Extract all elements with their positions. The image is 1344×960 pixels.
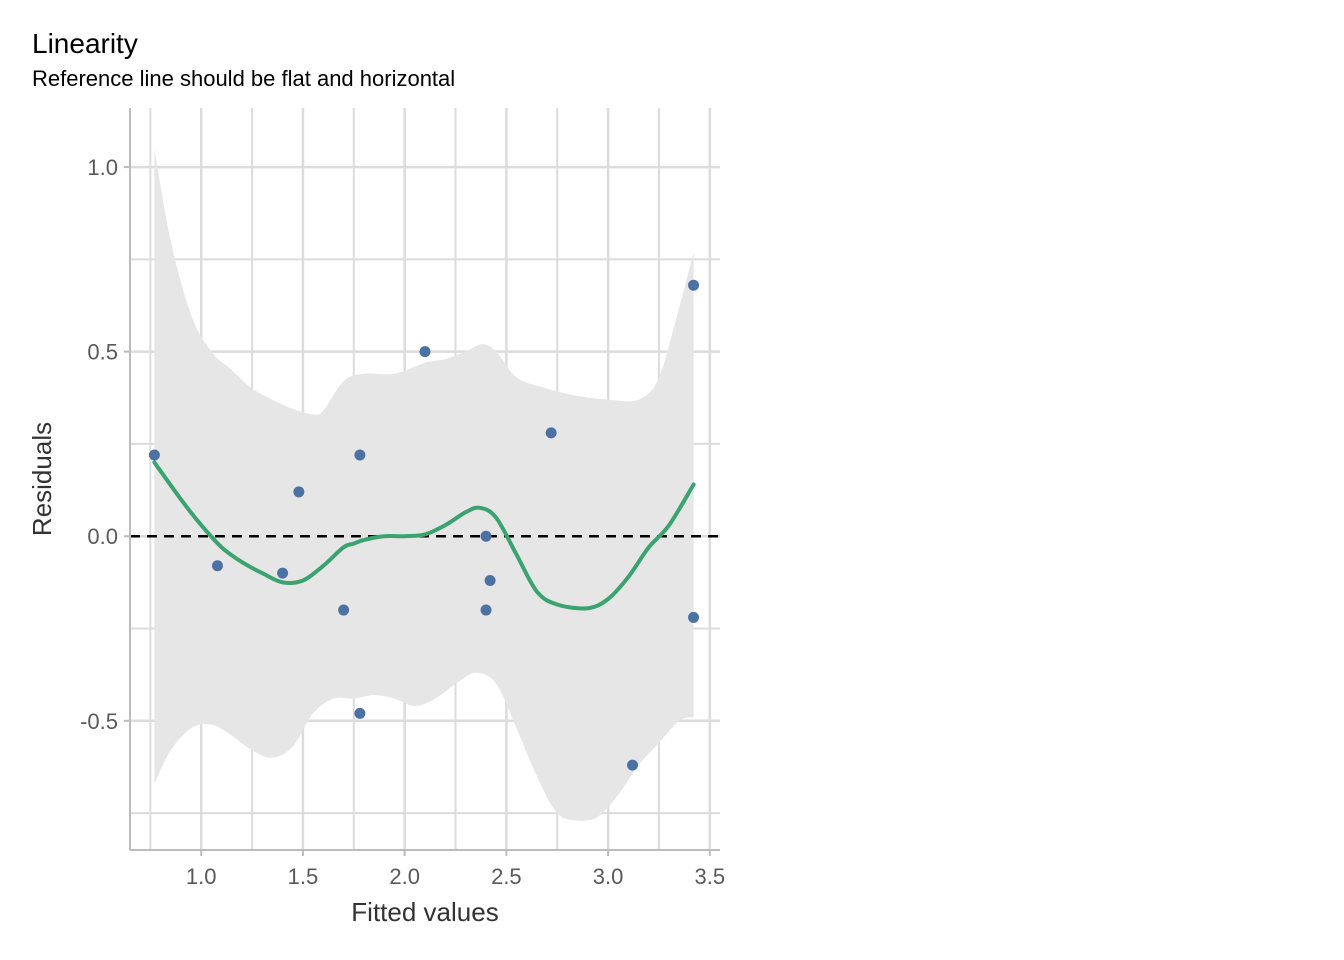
data-point xyxy=(546,427,557,438)
data-point xyxy=(354,450,365,461)
data-point xyxy=(481,605,492,616)
data-point xyxy=(212,560,223,571)
y-tick-label: 0.0 xyxy=(87,524,118,549)
y-tick-label: 1.0 xyxy=(87,155,118,180)
y-axis-title: Residuals xyxy=(27,422,57,536)
data-point xyxy=(293,486,304,497)
data-point xyxy=(485,575,496,586)
y-tick-label: -0.5 xyxy=(80,709,118,734)
x-axis-title: Fitted values xyxy=(351,897,498,927)
data-point xyxy=(149,450,160,461)
data-point xyxy=(338,605,349,616)
data-point xyxy=(354,708,365,719)
y-tick-label: 0.5 xyxy=(87,340,118,365)
data-point xyxy=(481,531,492,542)
data-point xyxy=(277,568,288,579)
x-tick-label: 2.5 xyxy=(491,864,522,889)
data-point xyxy=(420,346,431,357)
data-point xyxy=(627,760,638,771)
data-point xyxy=(688,612,699,623)
x-tick-label: 3.0 xyxy=(593,864,624,889)
x-tick-label: 1.0 xyxy=(186,864,217,889)
x-tick-label: 2.0 xyxy=(389,864,420,889)
data-point xyxy=(688,280,699,291)
x-tick-label: 3.5 xyxy=(695,864,726,889)
x-tick-label: 1.5 xyxy=(288,864,319,889)
